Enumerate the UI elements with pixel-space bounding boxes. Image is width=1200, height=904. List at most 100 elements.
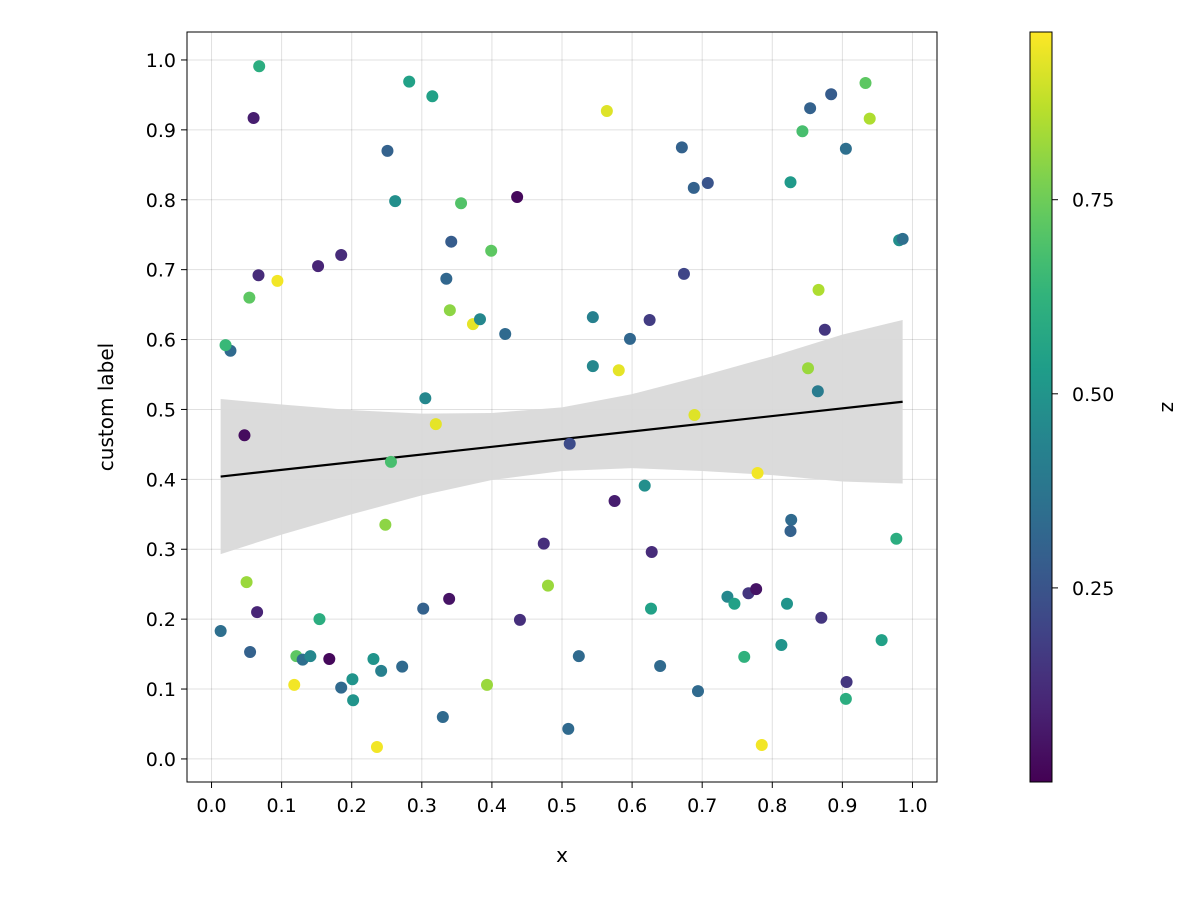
data-point [784,525,797,538]
data-point [370,741,383,754]
data-point [859,77,872,90]
colorbar-tick-label: 0.75 [1072,190,1114,212]
data-point [677,267,690,280]
data-point [811,385,824,398]
y-tick-label: 0.5 [146,399,176,421]
data-point [244,645,257,658]
x-tick-label: 1.0 [897,795,927,817]
data-point [825,88,838,101]
data-point [572,650,585,663]
data-point [389,195,402,208]
data-point [654,659,667,672]
data-point [347,694,360,707]
data-point [417,602,430,615]
y-tick-label: 0.3 [146,539,176,561]
data-point [728,597,741,610]
data-point [251,606,264,619]
data-point [818,323,831,336]
data-point [645,546,658,559]
y-tick-label: 0.4 [146,469,176,491]
data-point [785,513,798,526]
data-point [563,437,576,450]
x-axis-ticks: 0.0 0.1 0.2 0.3 0.4 0.5 0.6 0.7 0.8 0.9 1.0 [196,782,928,817]
data-point [313,613,326,626]
colorbar-tick-label: 0.25 [1072,578,1114,600]
data-point [751,467,764,480]
data-point [863,112,876,125]
data-point [426,90,439,103]
x-tick-label: 0.4 [477,795,507,817]
colorbar-tick-label: 0.50 [1072,384,1114,406]
data-point [419,392,432,405]
data-point [839,692,852,705]
colorbar [1029,31,1053,783]
data-points [214,60,909,754]
data-point [240,576,253,589]
data-point [775,639,788,652]
data-point [537,537,550,550]
regression-line [220,400,903,478]
x-tick-label: 0.7 [687,795,717,817]
data-point [784,176,797,189]
data-point [812,283,825,296]
data-point [252,269,265,282]
y-tick-label: 0.2 [146,609,176,631]
data-point [396,660,409,673]
y-tick-label: 0.7 [146,260,176,282]
x-tick-label: 0.1 [267,795,297,817]
data-point [688,409,701,422]
data-point [304,650,317,663]
confidence-band [220,319,903,555]
x-tick-label: 0.2 [337,795,367,817]
y-axis-ticks: 0.0 0.1 0.2 0.3 0.4 0.5 0.6 0.7 0.8 0.9 1.0 [146,50,187,771]
data-point [499,327,512,340]
data-point [586,360,599,373]
data-point [513,613,526,626]
data-point [691,685,704,698]
data-point [875,634,888,647]
data-point [440,272,453,285]
colorbar-ticks: 0.25 0.50 0.75 [1052,190,1114,600]
data-point [219,339,232,352]
data-point [804,102,817,115]
data-point [335,681,348,694]
data-point [586,311,599,324]
data-point [755,738,768,751]
data-point [403,75,416,88]
data-point [481,678,493,691]
data-point [243,291,256,304]
data-point [485,244,498,257]
data-point [623,332,636,345]
data-point [436,710,449,723]
data-point [643,313,656,326]
x-tick-label: 0.6 [617,795,647,817]
data-point [445,235,458,248]
y-tick-label: 0.0 [146,749,176,771]
y-axis-label: custom label [94,343,118,471]
x-tick-label: 0.8 [757,795,787,817]
data-point [815,611,828,624]
data-point [839,142,852,155]
grid-lines [187,32,937,782]
x-tick-label: 0.5 [547,795,577,817]
data-point [600,104,613,117]
data-point [638,479,651,492]
data-point [701,176,714,189]
data-point [687,181,700,194]
x-tick-label: 0.3 [407,795,437,817]
data-point [608,495,621,508]
data-point [367,652,380,665]
data-point [429,418,442,431]
data-point [511,190,524,203]
data-point [379,518,392,531]
data-point [346,673,359,686]
data-point [541,579,554,592]
data-point [890,532,903,545]
data-point [473,313,486,326]
data-point [238,429,251,442]
colorbar-label: z [1157,402,1181,413]
x-tick-label: 0.0 [196,795,226,817]
data-point [323,652,336,665]
data-point [738,650,751,663]
